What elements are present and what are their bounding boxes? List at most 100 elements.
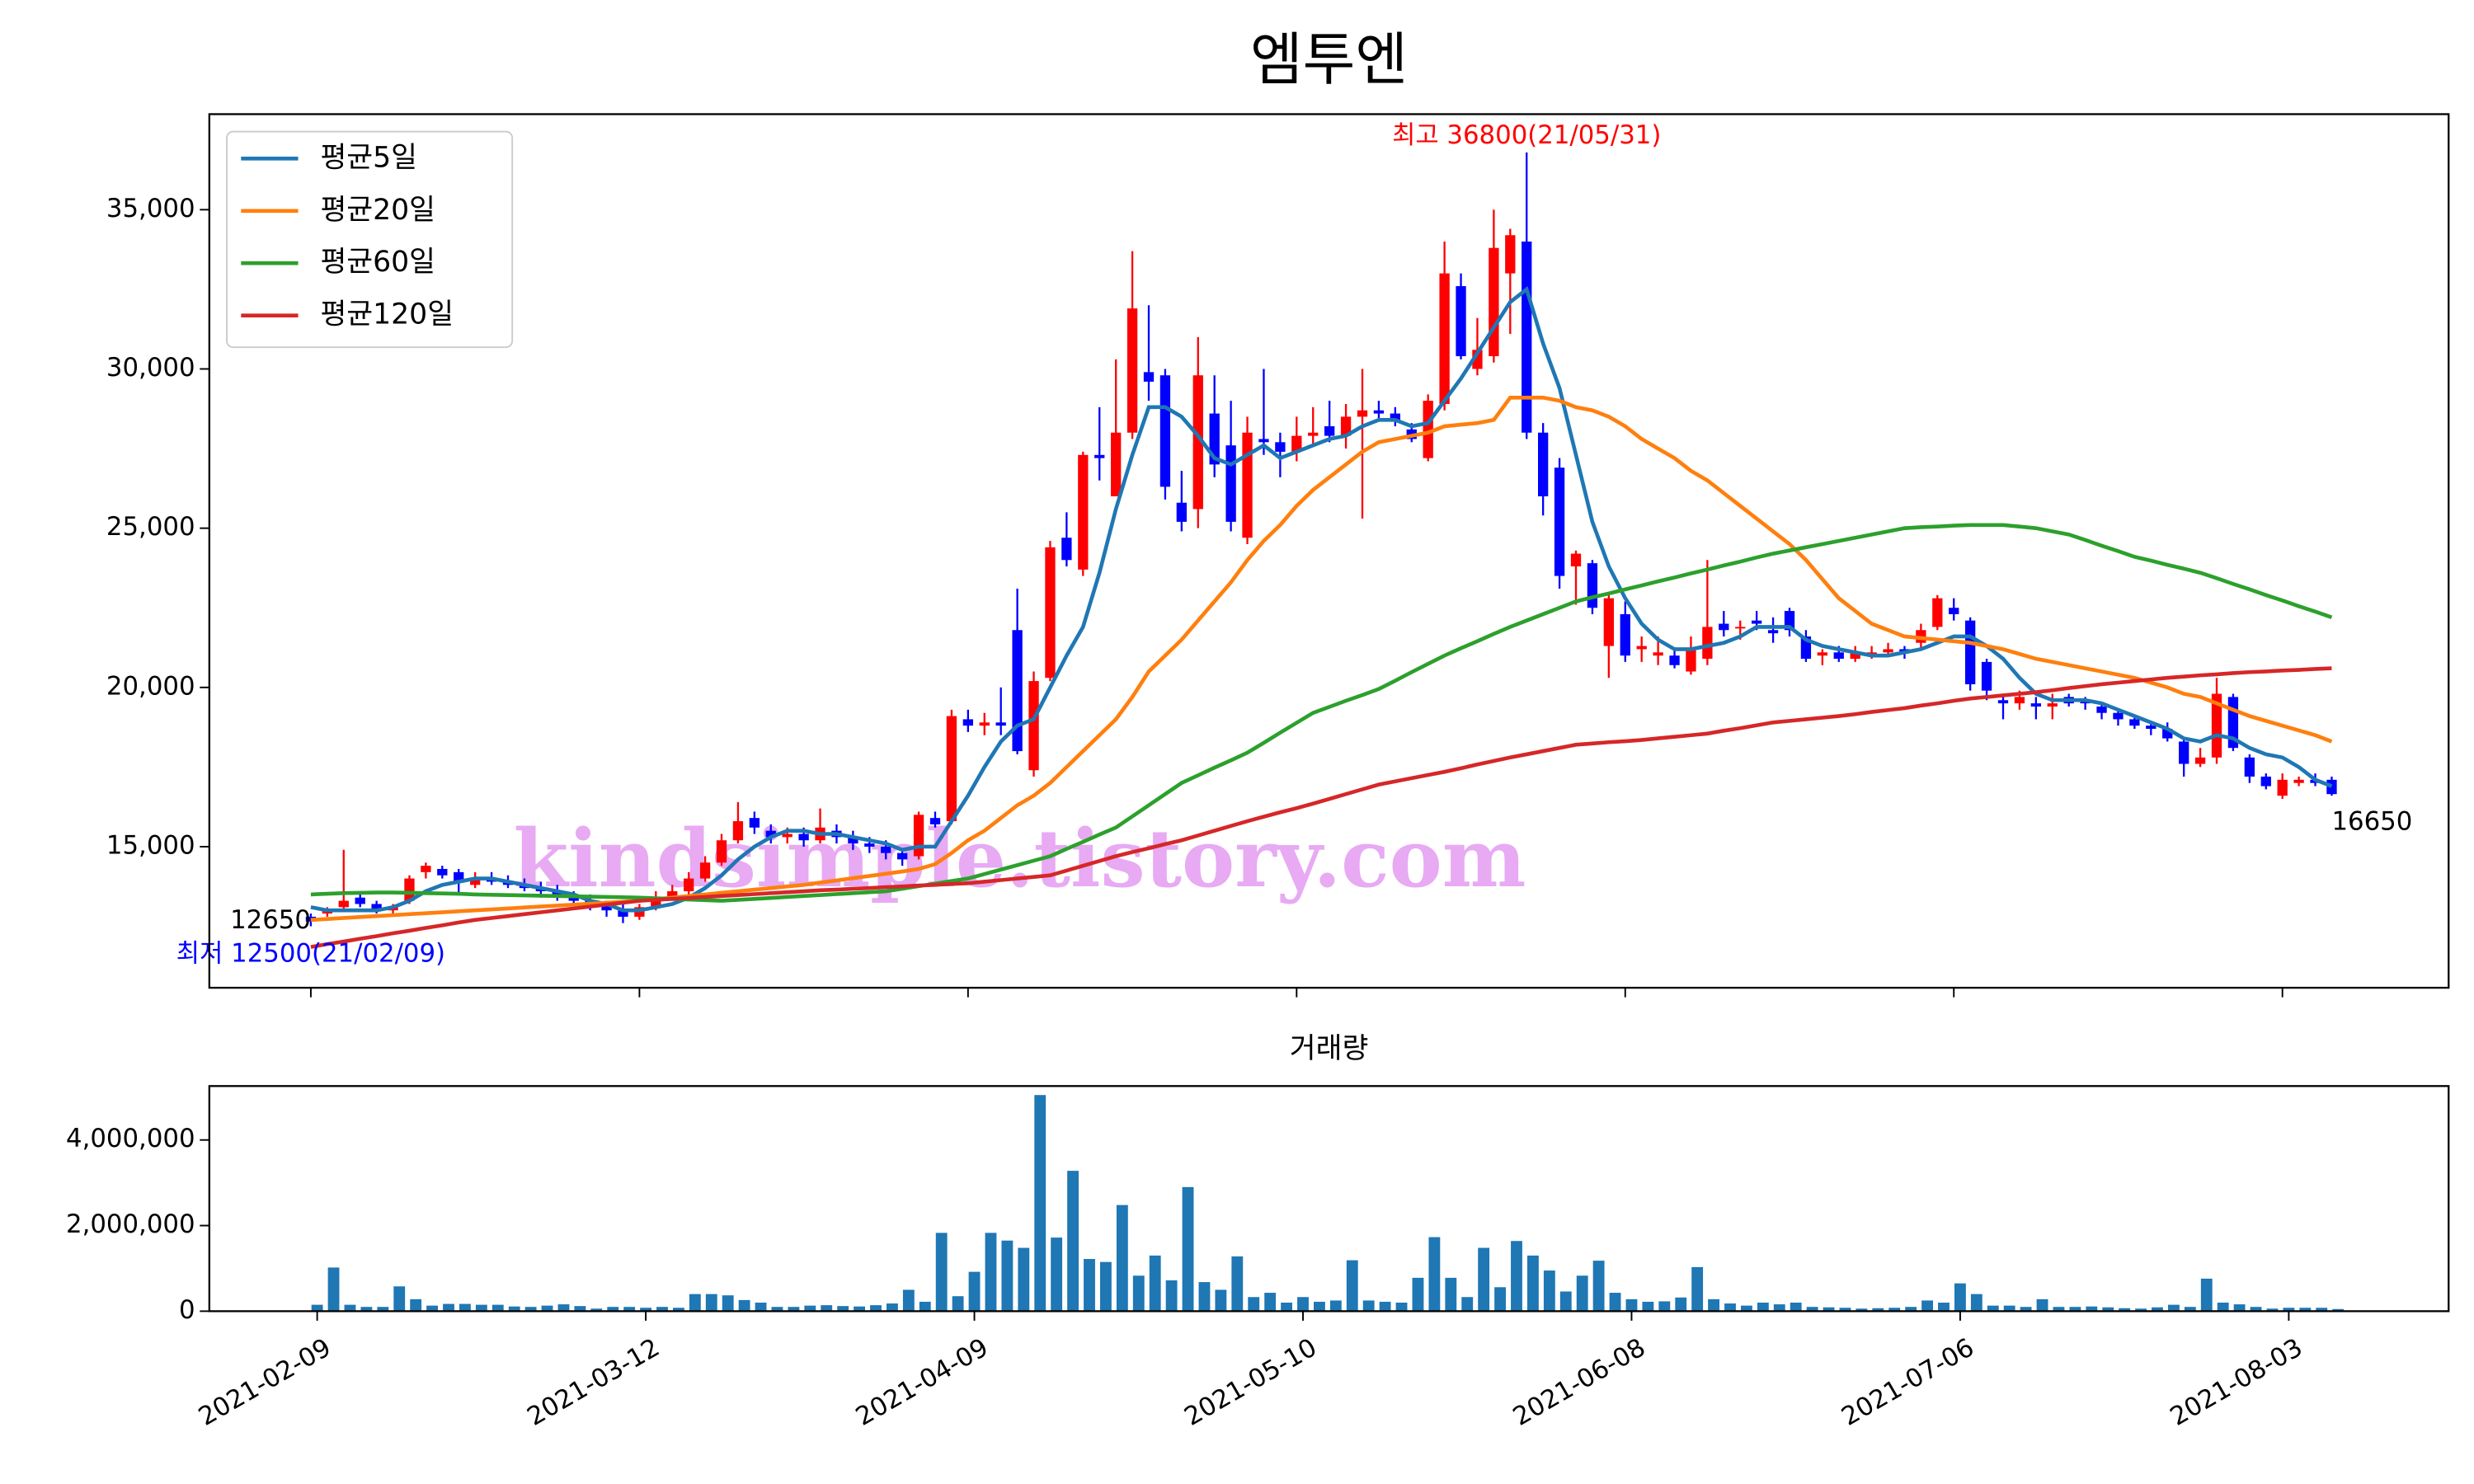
volume-bar — [968, 1271, 981, 1312]
candle-body — [1522, 241, 1532, 433]
candle-body — [1126, 308, 1138, 433]
volume-bar — [673, 1308, 684, 1312]
volume-bar — [1132, 1275, 1145, 1312]
candle-body — [1324, 426, 1335, 436]
volume-bar — [1576, 1275, 1588, 1312]
volume-bar — [1248, 1297, 1260, 1312]
volume-bar — [590, 1308, 603, 1312]
candle-body — [1965, 620, 1976, 684]
volume-bar — [919, 1301, 931, 1312]
candle-body — [2047, 703, 2058, 707]
volume-bar — [426, 1305, 439, 1312]
candle-body — [1538, 432, 1549, 497]
volume-title: 거래량 — [1290, 1032, 1369, 1065]
candle-body — [338, 900, 349, 908]
y-tick-label: 0 — [179, 1295, 195, 1325]
volume-bar — [2283, 1308, 2295, 1312]
volume-bar — [524, 1307, 537, 1312]
volume-bar — [623, 1307, 636, 1312]
candle-body — [1489, 247, 1499, 357]
volume-bar — [2200, 1278, 2213, 1312]
candle-body — [355, 897, 365, 904]
candle-body — [1817, 652, 1828, 656]
candle-body — [1159, 375, 1171, 487]
candle-body — [1258, 439, 1269, 443]
volume-bar — [557, 1304, 570, 1312]
candle-body — [404, 878, 415, 901]
candle-body — [1308, 432, 1319, 436]
candle-body — [929, 818, 941, 824]
volume-bar — [1970, 1294, 1982, 1312]
volume-bar — [1346, 1260, 1358, 1312]
candle-body — [881, 846, 891, 853]
max-annotation: 최고 36800(21/05/31) — [1392, 120, 1661, 150]
candle-body — [1439, 273, 1450, 404]
candle-body — [897, 852, 908, 860]
volume-bar — [2053, 1307, 2065, 1312]
volume-bar — [1675, 1297, 1687, 1312]
volume-bar — [804, 1305, 816, 1312]
y-tick-label: 20,000 — [106, 671, 195, 701]
candle-body — [2244, 757, 2255, 777]
candle-body — [1242, 432, 1253, 538]
candle-body — [1850, 652, 1860, 660]
candle-body — [1686, 649, 1696, 672]
candle-body — [1340, 416, 1352, 436]
volume-bar — [2020, 1307, 2032, 1312]
plot-frame — [208, 113, 2450, 989]
volume-bar — [656, 1307, 668, 1312]
volume-bar — [1559, 1291, 1572, 1312]
volume-bar — [1051, 1237, 1063, 1312]
candle-body — [1932, 598, 1943, 627]
candle-body — [1752, 620, 1762, 624]
volume-bar — [2316, 1308, 2328, 1312]
candle-body — [732, 821, 744, 841]
candle-body — [1111, 432, 1122, 497]
candle-body — [601, 904, 612, 911]
volume-bar — [393, 1286, 406, 1312]
candle-body — [2211, 693, 2222, 758]
volume-bar — [2217, 1303, 2229, 1312]
volume-bar — [1478, 1247, 1490, 1312]
candle-body — [699, 862, 711, 879]
candle-body — [913, 815, 924, 857]
volume-bar — [1165, 1280, 1178, 1312]
min-annotation: 최저 12500(21/02/09) — [176, 939, 445, 969]
volume-bar — [1182, 1186, 1194, 1312]
candle-body — [2030, 703, 2041, 707]
volume-bar — [1806, 1307, 1818, 1312]
volume-bar — [443, 1303, 454, 1312]
candle-body — [1143, 372, 1155, 382]
ma-line — [310, 666, 2332, 949]
volume-bar — [1511, 1241, 1522, 1312]
volume-bar — [1642, 1301, 1654, 1312]
volume-bar — [410, 1298, 422, 1312]
volume-bar — [2119, 1308, 2131, 1312]
volume-bar — [459, 1303, 471, 1312]
volume-bar — [1888, 1308, 1901, 1312]
volume-bar — [1314, 1301, 1325, 1312]
volume-bar — [870, 1305, 882, 1312]
volume-bar — [1954, 1283, 1966, 1312]
candle-body — [1061, 538, 1072, 561]
volume-bar — [574, 1306, 586, 1312]
volume-bar — [1264, 1293, 1277, 1312]
volume-bar — [722, 1295, 734, 1312]
volume-bar — [1938, 1303, 1950, 1312]
candle-body — [1603, 598, 1614, 646]
volume-bar — [1839, 1308, 1851, 1312]
ma-line — [310, 523, 2333, 903]
candle-body — [1045, 547, 1056, 679]
candle-body — [2014, 697, 2025, 704]
volume-bar — [1116, 1205, 1128, 1312]
volume-bar — [985, 1233, 997, 1312]
candle-body — [684, 878, 694, 892]
candle-body — [2096, 706, 2107, 713]
volume-bar — [2184, 1307, 2196, 1312]
candle-body — [946, 716, 957, 822]
volume-bar — [492, 1304, 504, 1312]
first-close-label: 12650 — [230, 905, 311, 935]
volume-bar — [1001, 1240, 1014, 1312]
legend-label: 평균120일 — [320, 298, 454, 331]
candle-body — [1735, 627, 1746, 629]
